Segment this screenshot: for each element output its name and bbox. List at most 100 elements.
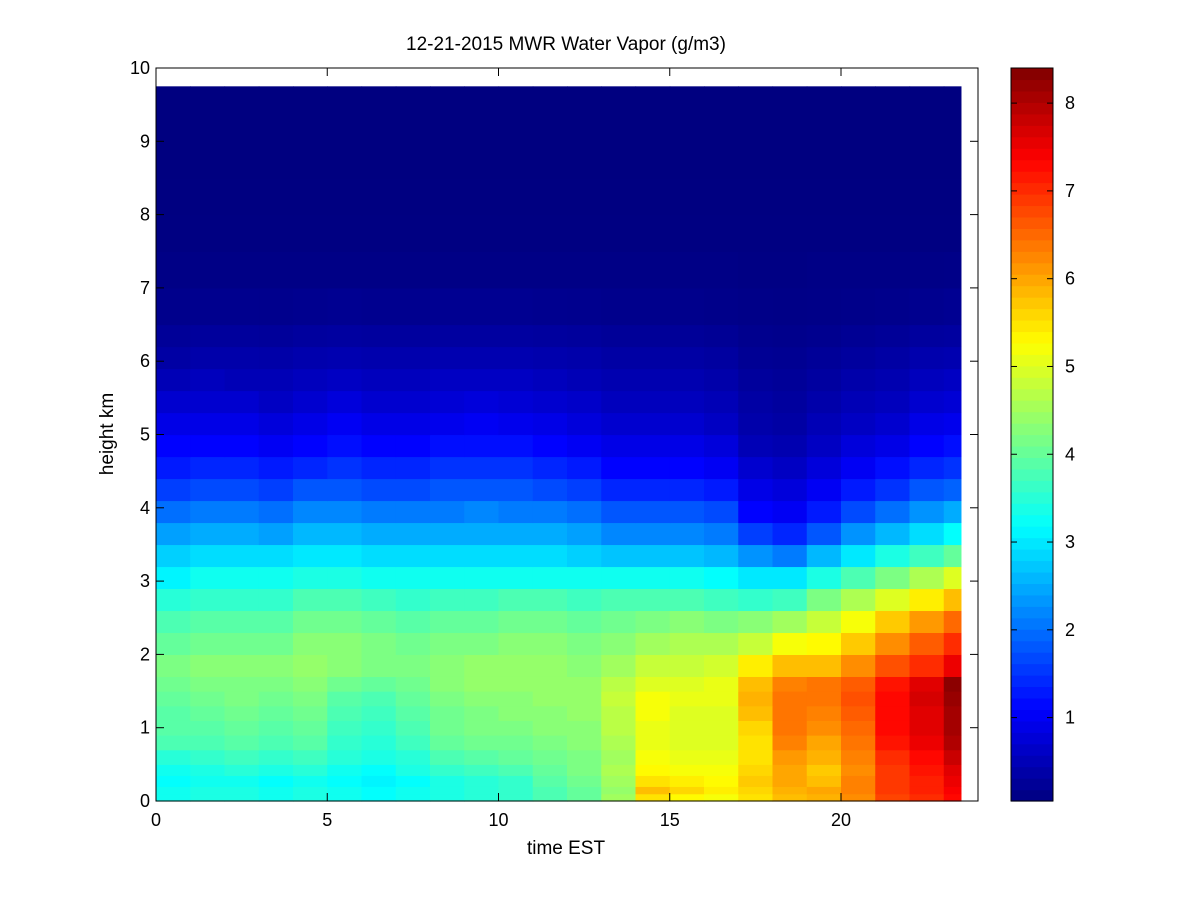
- heatmap-cell: [943, 793, 962, 802]
- heatmap-cell: [532, 720, 568, 736]
- heatmap-cell: [327, 786, 363, 795]
- heatmap-cell: [875, 676, 911, 692]
- heatmap-cell: [704, 500, 739, 524]
- heatmap-cell: [704, 749, 739, 765]
- heatmap-cell: [430, 434, 465, 458]
- heatmap-cell: [875, 544, 911, 568]
- heatmap-cell: [772, 324, 808, 348]
- heatmap-cell: [738, 456, 774, 480]
- heatmap-cell: [772, 251, 808, 289]
- heatmap-cell: [156, 610, 191, 634]
- heatmap-cell: [464, 287, 500, 326]
- heatmap-cell: [943, 412, 962, 436]
- heatmap-cell: [464, 368, 500, 392]
- colorbar-band: [1011, 697, 1053, 710]
- heatmap-cell: [430, 478, 465, 502]
- heatmap-cell: [704, 775, 739, 787]
- heatmap-cell: [258, 691, 294, 707]
- y-axis-ticks: 0 1 2 3 4 5 6 7 8 9 10: [130, 58, 978, 811]
- colorbar-band: [1011, 136, 1053, 149]
- heatmap-cell: [841, 324, 876, 348]
- heatmap-cell: [669, 691, 705, 707]
- heatmap-cell: [601, 251, 637, 289]
- heatmap-cell: [875, 749, 911, 765]
- heatmap-cell: [704, 478, 739, 502]
- heatmap-cell: [430, 412, 465, 436]
- heatmap-cell: [738, 775, 774, 787]
- heatmap-cell: [909, 544, 945, 568]
- heatmap-cell: [704, 720, 739, 736]
- heatmap-cell: [841, 720, 876, 736]
- heatmap-cell: [532, 346, 568, 370]
- heatmap-cell: [464, 434, 500, 458]
- heatmap-cell: [806, 251, 842, 289]
- heatmap-cell: [635, 720, 671, 736]
- heatmap-cell: [635, 588, 671, 612]
- heatmap-cell: [841, 749, 876, 765]
- heatmap-cell: [224, 86, 260, 106]
- heatmap-cell: [258, 566, 294, 590]
- heatmap-cell: [532, 368, 568, 392]
- heatmap-cell: [909, 793, 945, 802]
- heatmap-cell: [532, 251, 568, 289]
- heatmap-cell: [293, 287, 328, 326]
- heatmap-cell: [258, 735, 294, 751]
- heatmap-cell: [567, 324, 602, 348]
- heatmap-cell: [224, 522, 260, 546]
- heatmap-cell: [395, 566, 431, 590]
- heatmap-cell: [190, 544, 226, 568]
- heatmap-cell: [909, 177, 945, 216]
- heatmap-cell: [841, 214, 876, 252]
- heatmap-cell: [601, 786, 637, 795]
- heatmap-cell: [293, 764, 328, 776]
- heatmap-cell: [909, 251, 945, 289]
- heatmap-cell: [909, 720, 945, 736]
- heatmap-cell: [532, 324, 568, 348]
- heatmap-cell: [669, 775, 705, 787]
- y-tick-label: 10: [130, 58, 150, 78]
- heatmap-cell: [395, 412, 431, 436]
- heatmap-cell: [327, 434, 363, 458]
- heatmap-cell: [669, 588, 705, 612]
- heatmap-cell: [909, 735, 945, 751]
- heatmap-cell: [943, 141, 962, 179]
- heatmap-cell: [567, 775, 602, 787]
- heatmap-cell: [293, 412, 328, 436]
- heatmap-cell: [361, 412, 397, 436]
- heatmap-cell: [258, 705, 294, 721]
- heatmap-cell: [601, 705, 637, 721]
- heatmap-cell: [532, 588, 568, 612]
- heatmap-cell: [601, 104, 637, 142]
- heatmap-cell: [361, 775, 397, 787]
- colorbar-band: [1011, 400, 1053, 413]
- heatmap-cell: [806, 86, 842, 106]
- heatmap-cell: [567, 390, 602, 414]
- heatmap-cell: [395, 500, 431, 524]
- heatmap-cell: [669, 786, 705, 795]
- heatmap-cell: [395, 141, 431, 179]
- heatmap-cell: [327, 177, 363, 216]
- colorbar-tick-label: 2: [1065, 620, 1075, 640]
- heatmap-cell: [943, 287, 962, 326]
- heatmap-cell: [395, 632, 431, 655]
- heatmap-cell: [190, 793, 226, 802]
- colorbar-band: [1011, 640, 1053, 653]
- colorbar-band: [1011, 159, 1053, 172]
- heatmap-cell: [156, 654, 191, 677]
- heatmap-cell: [498, 691, 534, 707]
- heatmap-cell: [224, 214, 260, 252]
- heatmap-cell: [395, 324, 431, 348]
- heatmap-cell: [601, 793, 637, 802]
- heatmap-cell: [395, 610, 431, 634]
- heatmap-cell: [224, 346, 260, 370]
- heatmap-cell: [772, 786, 808, 795]
- heatmap-cell: [361, 522, 397, 546]
- heatmap-cell: [224, 588, 260, 612]
- heatmap-cell: [567, 86, 602, 106]
- heatmap-cell: [430, 522, 465, 546]
- heatmap-cell: [567, 610, 602, 634]
- heatmap-cell: [943, 390, 962, 414]
- heatmap-cell: [875, 786, 911, 795]
- heatmap-cell: [327, 390, 363, 414]
- heatmap-cell: [635, 610, 671, 634]
